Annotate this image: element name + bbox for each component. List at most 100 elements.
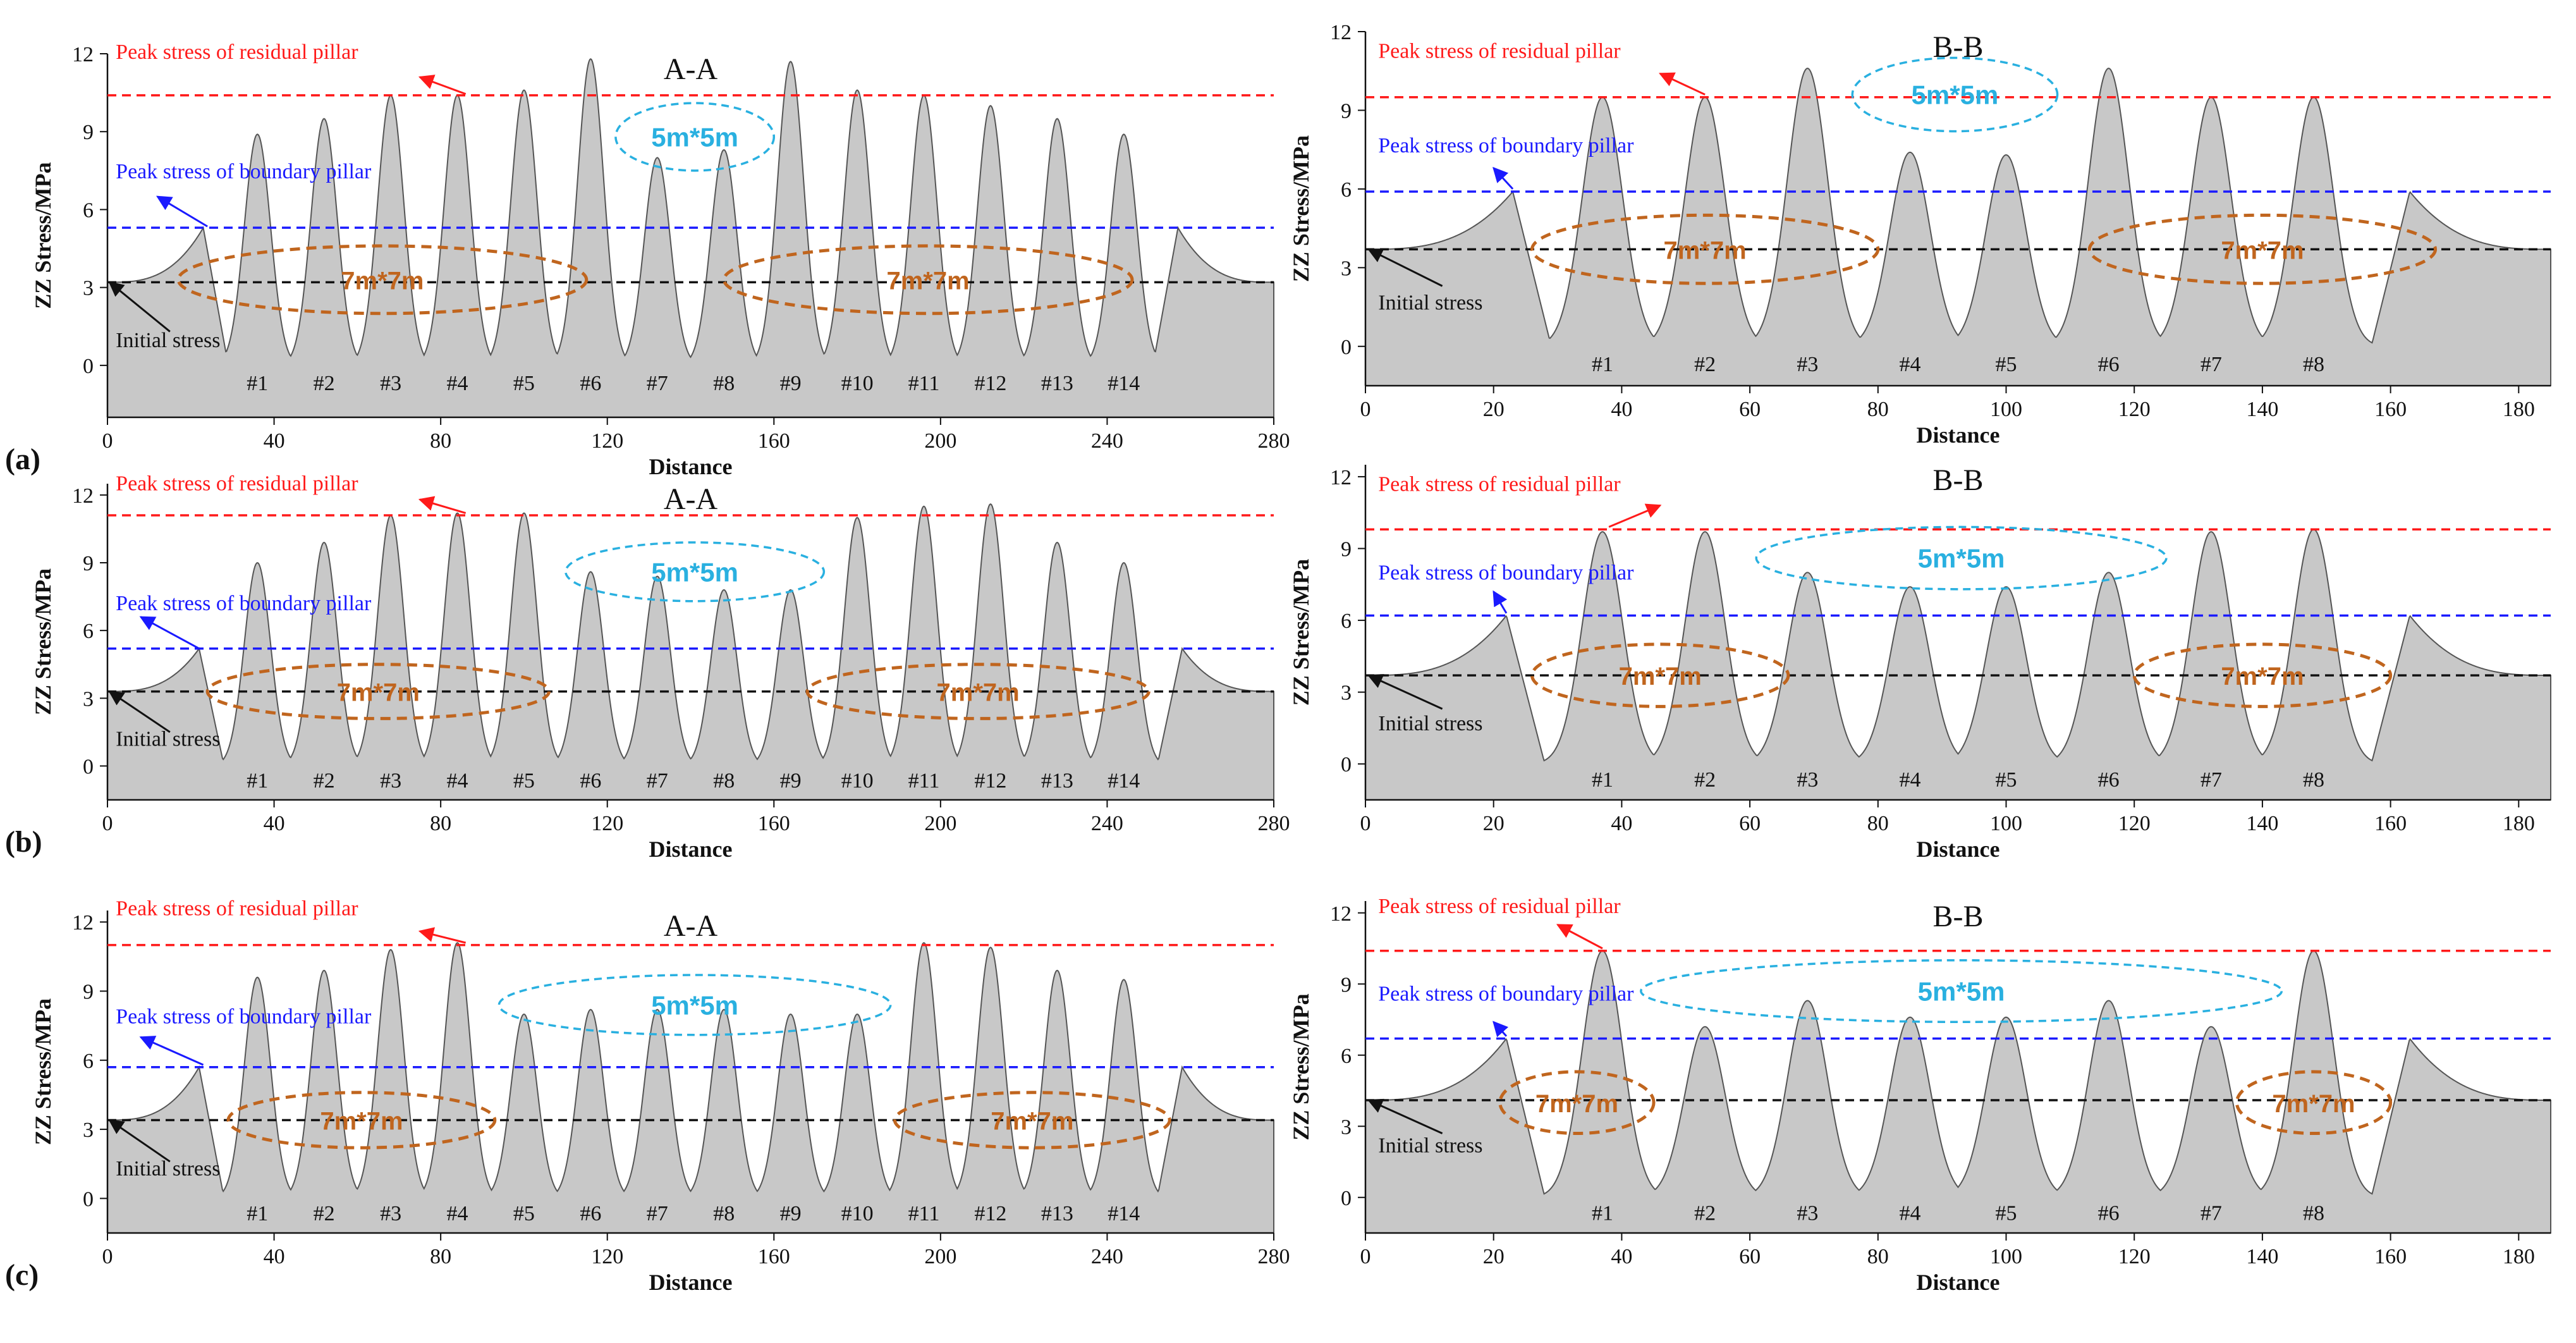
y-tick-label: 6 (1341, 178, 1352, 202)
ellipse-label: 5m*5m (1912, 80, 1999, 110)
ellipse-5m (1640, 959, 2283, 1023)
pillar-label: #6 (580, 1202, 601, 1225)
ellipse-7m (1498, 1070, 1656, 1135)
pillar-label: #4 (1899, 768, 1920, 792)
initial-annotation: Initial stress (116, 329, 220, 352)
ellipse-5m (614, 102, 776, 172)
pillar-label: #5 (513, 372, 535, 395)
x-tick-label: 100 (1990, 812, 2022, 835)
pillar-label: #13 (1041, 769, 1073, 792)
x-tick-label: 160 (758, 812, 790, 835)
pillar-label: #1 (1592, 768, 1613, 792)
pillar-label: #10 (841, 769, 874, 792)
ellipse-7m (2132, 642, 2393, 708)
pillar-label: #3 (1797, 1201, 1818, 1225)
x-tick-label: 120 (2118, 812, 2151, 835)
panel-row-label: (a) (5, 443, 40, 476)
y-axis-title: ZZ Stress/MPa (30, 568, 56, 715)
initial-arrow (1367, 1098, 1443, 1134)
x-axis-title: Distance (649, 454, 733, 479)
initial-arrow (108, 690, 171, 733)
residual-arrow (1659, 72, 1706, 95)
x-tick-label: 0 (102, 812, 113, 835)
x-tick-label: 0 (102, 1245, 113, 1268)
ellipse-label: 7m*7m (2272, 1090, 2355, 1118)
pillar-label: #8 (2303, 768, 2324, 792)
pillar-label: #11 (908, 372, 940, 395)
pillar-label: #1 (1592, 353, 1613, 376)
y-tick-label: 9 (1341, 99, 1352, 123)
pillar-label: #2 (1694, 1201, 1716, 1225)
ellipse-label: 5m*5m (651, 990, 738, 1020)
y-tick-label: 6 (1341, 610, 1352, 633)
y-tick-label: 0 (1341, 753, 1352, 776)
pillar-label: #5 (513, 1202, 535, 1225)
x-tick-label: 80 (1867, 398, 1889, 421)
x-tick-label: 40 (264, 812, 285, 835)
stress-area (107, 503, 1274, 800)
initial-arrow (108, 1119, 171, 1163)
panel-title: B-B (1932, 463, 1983, 497)
x-axis-title: Distance (1917, 1270, 2000, 1295)
residual-annotation: Peak stress of residual pillar (1378, 895, 1621, 918)
y-axis-title: ZZ Stress/MPa (30, 162, 56, 309)
pillar-label: #3 (1797, 768, 1818, 792)
residual-arrow (418, 927, 467, 944)
y-tick-label: 12 (1330, 466, 1352, 489)
x-tick-label: 140 (2246, 812, 2278, 835)
boundary-arrow (1492, 1021, 1509, 1038)
pillar-label: #2 (314, 1202, 335, 1225)
x-tick-label: 80 (430, 812, 451, 835)
ellipse-label: 7m*7m (937, 679, 1020, 707)
x-tick-label: 160 (758, 429, 790, 453)
ellipse-7m (176, 244, 589, 316)
ellipse-label: 7m*7m (1619, 663, 1702, 690)
residual-annotation: Peak stress of residual pillar (116, 472, 358, 496)
pillar-label: #4 (1899, 353, 1920, 376)
pillar-label: #14 (1108, 769, 1140, 792)
pillar-label: #1 (247, 769, 268, 792)
x-tick-label: 280 (1258, 812, 1290, 835)
x-tick-label: 120 (591, 1245, 623, 1268)
pillar-label: #4 (447, 1202, 468, 1225)
ellipse-7m (205, 663, 551, 720)
y-tick-label: 6 (83, 1050, 94, 1073)
panel-title: A-A (664, 482, 718, 516)
stress-area (1365, 529, 2551, 800)
pillar-label: #6 (580, 769, 601, 792)
pillar-label: #7 (2201, 353, 2222, 376)
x-tick-label: 200 (924, 1245, 956, 1268)
x-axis-title: Distance (649, 1270, 733, 1295)
y-tick-label: 6 (1341, 1045, 1352, 1068)
residual-annotation: Peak stress of residual pillar (1378, 473, 1621, 496)
panel-b-BB: 0 20 40 60 80 100 120 140 160 180 0 3 6 9 12 Distance ZZ… (1288, 463, 2551, 862)
y-tick-label: 9 (1341, 973, 1352, 997)
pillar-label: #3 (380, 372, 401, 395)
boundary-annotation: Peak stress of boundary pillar (1378, 983, 1634, 1006)
panel-c-AA: 0 40 80 120 160 200 240 280 0 3 6 9 12 Distance ZZ Str… (5, 897, 1290, 1295)
residual-arrow (418, 75, 467, 95)
x-tick-label: 280 (1258, 429, 1290, 453)
panel-title: A-A (664, 52, 718, 86)
pillar-label: #6 (580, 372, 601, 395)
x-tick-label: 280 (1258, 1245, 1290, 1268)
boundary-arrow (139, 1036, 204, 1066)
x-axis-title: Distance (1917, 837, 2000, 862)
pillar-label: #14 (1108, 1202, 1140, 1225)
x-tick-label: 240 (1091, 1245, 1123, 1268)
y-tick-label: 3 (83, 687, 94, 711)
x-tick-label: 20 (1483, 1245, 1505, 1268)
x-tick-label: 240 (1091, 429, 1123, 453)
x-tick-label: 180 (2503, 1245, 2535, 1268)
x-tick-label: 240 (1091, 812, 1123, 835)
x-tick-label: 40 (264, 1245, 285, 1268)
pillar-label: #11 (908, 1202, 940, 1225)
pillar-label: #5 (1996, 768, 2017, 792)
boundary-arrow (1492, 590, 1508, 614)
pillar-label: #12 (974, 1202, 1006, 1225)
x-tick-label: 140 (2246, 1245, 2278, 1268)
y-tick-label: 12 (1330, 902, 1352, 926)
residual-arrow (1608, 503, 1662, 528)
y-axis-title: ZZ Stress/MPa (30, 998, 56, 1145)
